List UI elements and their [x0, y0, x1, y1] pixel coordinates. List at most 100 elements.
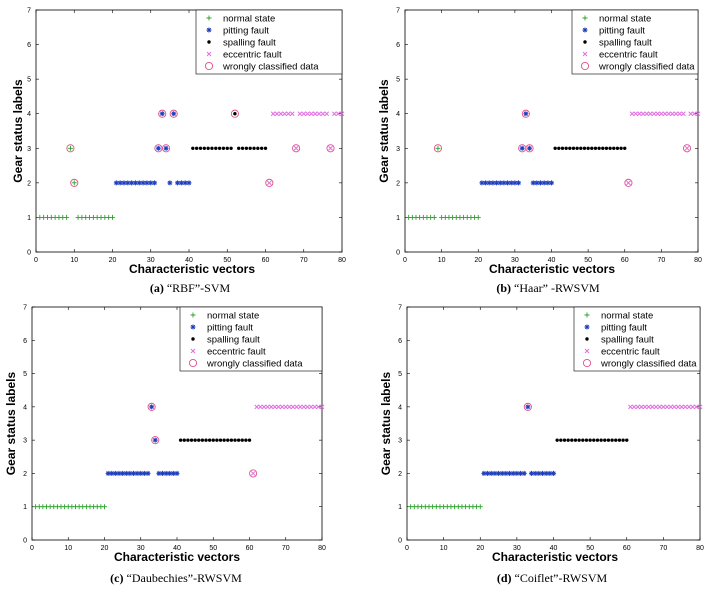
pitting-point — [129, 180, 135, 186]
pitting-point — [132, 180, 138, 186]
spalling-point — [571, 146, 576, 150]
legend-label-spalling: spalling fault — [223, 37, 276, 48]
y-tick-label: 0 — [27, 250, 31, 257]
spalling-point — [244, 438, 248, 442]
spalling-point — [619, 146, 623, 150]
spalling-point — [189, 438, 194, 442]
eccentric-point — [648, 111, 653, 117]
x-axis-label: Characteristic vectors — [129, 262, 255, 276]
spalling-point — [595, 438, 600, 442]
y-tick-label: 7 — [396, 8, 400, 15]
normal-point — [475, 214, 481, 220]
eccentric-point — [653, 404, 659, 410]
spalling-point — [225, 146, 229, 150]
panel-caption: (a) “RBF”-SVM — [150, 281, 231, 295]
pitting-point — [167, 470, 173, 476]
spalling-point — [581, 438, 585, 442]
legend-label-wrong: wrongly classified data — [222, 61, 319, 72]
spalling-point — [623, 146, 627, 150]
y-tick-label: 0 — [23, 538, 27, 545]
pitting-point — [483, 180, 489, 186]
eccentric-point — [331, 111, 337, 117]
pitting-point — [496, 470, 502, 476]
spalling-point — [562, 438, 567, 442]
eccentric-point — [282, 111, 287, 117]
wrongly-classified-point — [70, 178, 79, 187]
pitting-point — [138, 470, 144, 476]
pitting-point — [134, 470, 140, 476]
normal-point — [64, 214, 70, 220]
x-tick-label: 80 — [318, 545, 326, 552]
wrongly-classified-point — [682, 144, 692, 153]
pitting-point — [549, 180, 554, 186]
pitting-point — [123, 470, 129, 476]
chart-panel-1: 0 10 20 30 40 50 60 70 80 0 1 2 3 4 5 6 7 Characteristic … — [11, 8, 346, 296]
wrongly-classified-point — [265, 178, 274, 187]
eccentric-point — [672, 404, 677, 410]
eccentric-point — [312, 404, 318, 410]
eccentric-point — [651, 111, 657, 117]
eccentric-point — [265, 404, 270, 410]
legend-label-normal: normal state — [599, 13, 651, 24]
spalling-point — [233, 112, 237, 116]
x-tick-label: 10 — [440, 545, 448, 552]
pitting-point — [510, 470, 516, 476]
legend-box — [571, 9, 699, 75]
y-tick-label: 4 — [27, 111, 31, 118]
y-tick-label: 1 — [23, 504, 27, 511]
y-tick-label: 2 — [23, 471, 27, 478]
eccentric-point — [690, 404, 696, 410]
spalling-point — [570, 438, 574, 442]
pitting-point — [144, 180, 150, 186]
eccentric-point — [661, 404, 666, 410]
eccentric-point — [254, 404, 260, 410]
eccentric-point — [673, 111, 679, 117]
eccentric-point — [328, 145, 333, 151]
spalling-point — [217, 146, 222, 150]
y-tick-label: 6 — [398, 338, 402, 345]
caption-text: “RBF”-SVM — [164, 281, 231, 295]
pitting-point — [534, 180, 540, 186]
eccentric-point — [680, 111, 686, 117]
legend-marker-wrong — [204, 61, 214, 71]
legend-marker-spalling — [191, 337, 195, 341]
spalling-point — [553, 146, 557, 150]
wrongly-classified-point — [249, 469, 258, 478]
pitting-point — [152, 180, 158, 186]
normal-point — [435, 145, 441, 151]
pitting-point — [141, 470, 147, 476]
y-tick-label: 3 — [27, 146, 31, 153]
pitting-point — [536, 470, 542, 476]
eccentric-point — [335, 111, 341, 117]
x-tick-label: 50 — [586, 545, 594, 552]
spalling-point — [615, 146, 620, 150]
eccentric-point — [675, 404, 681, 410]
chart-panel-3: 0 10 20 30 40 50 60 70 80 0 1 2 3 4 5 6 7 Characteristic … — [4, 305, 326, 586]
y-tick-label: 1 — [27, 215, 31, 222]
legend-label-spalling: spalling fault — [207, 334, 260, 345]
eccentric-point — [697, 404, 703, 410]
x-tick-label: 60 — [262, 257, 270, 264]
pitting-point — [532, 470, 538, 476]
spalling-point — [236, 438, 241, 442]
wrongly-classified-point — [624, 178, 633, 187]
eccentric-point — [279, 404, 285, 410]
legend-label-normal: normal state — [601, 310, 653, 321]
pitting-point — [501, 180, 507, 186]
wrongly-classified-point — [326, 144, 335, 153]
eccentric-point — [644, 111, 650, 117]
spalling-point — [206, 146, 210, 150]
spalling-point — [597, 146, 601, 150]
spalling-point — [197, 438, 201, 442]
spalling-point — [601, 146, 605, 150]
eccentric-point — [637, 111, 642, 117]
spalling-point — [625, 438, 629, 442]
y-tick-label: 3 — [23, 438, 27, 445]
pitting-point — [525, 404, 531, 410]
pitting-point — [136, 180, 142, 186]
panel-caption: (b) “Haar” -RWSVM — [496, 281, 600, 295]
y-tick-label: 1 — [396, 215, 400, 222]
legend-label-eccentric: eccentric fault — [601, 346, 660, 357]
caption-letter: (c) — [110, 571, 123, 585]
